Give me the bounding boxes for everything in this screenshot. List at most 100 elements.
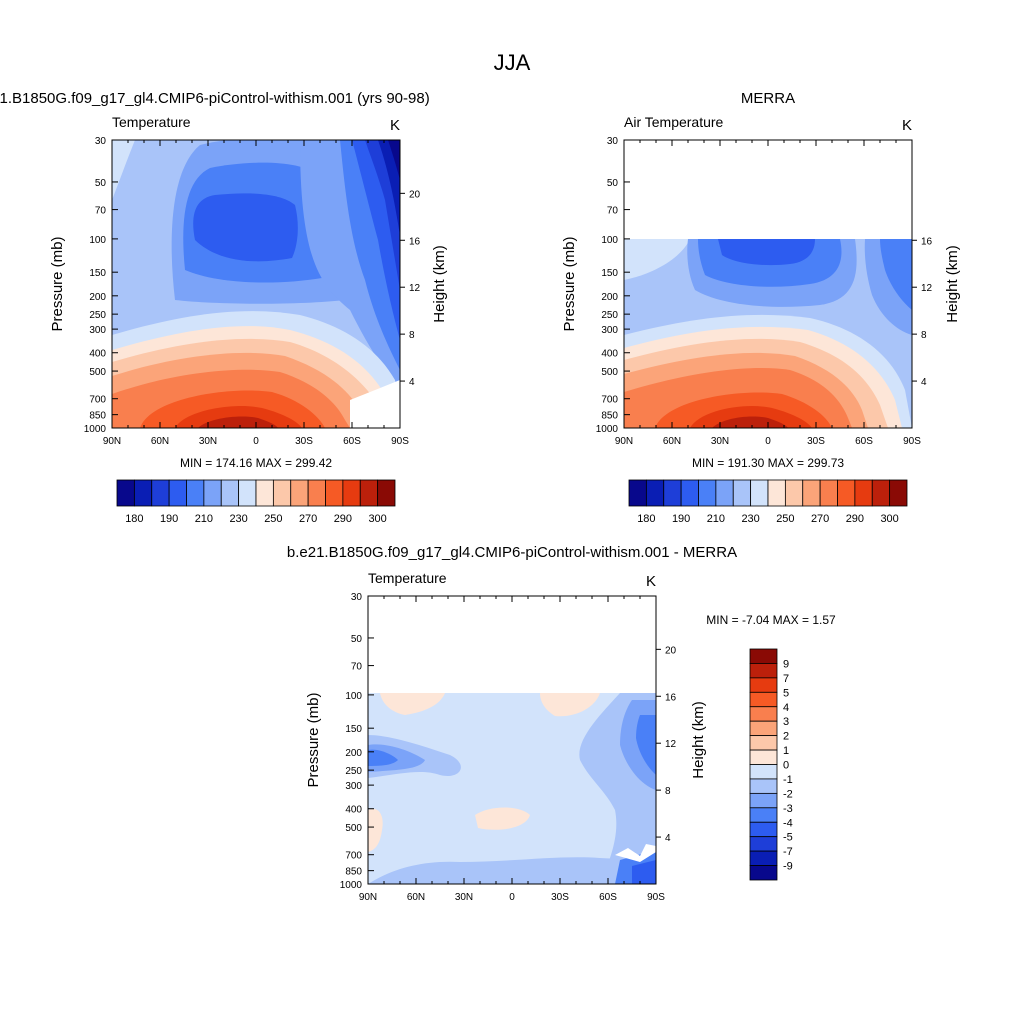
colorbar-swatch — [749, 778, 778, 794]
height-tick-label: 16 — [921, 236, 933, 247]
colorbar-label: -7 — [783, 846, 793, 858]
panel-model-title: b.e21.B1850G.f09_g17_gl4.CMIP6-piControl… — [0, 90, 430, 107]
contour-band — [350, 380, 400, 428]
panel-diff-title: b.e21.B1850G.f09_g17_gl4.CMIP6-piControl… — [287, 544, 737, 561]
contour-band — [388, 140, 400, 180]
colorbar-label: 270 — [299, 513, 317, 525]
colorbar-swatch — [749, 648, 778, 664]
colorbar-swatch — [220, 479, 240, 507]
contour-band — [475, 807, 530, 830]
colorbar-swatch — [325, 479, 344, 507]
panel-model: b.e21.B1850G.f09_g17_gl4.CMIP6-piControl… — [0, 90, 448, 525]
x-tick-label: 30S — [807, 436, 825, 447]
y-tick-label: 1000 — [596, 424, 619, 435]
y-tick-label: 100 — [601, 235, 618, 246]
height-tick-label: 8 — [921, 330, 927, 341]
y-tick-label: 700 — [345, 851, 362, 862]
colorbar-label: -9 — [783, 861, 793, 873]
panel-diff-variable: Temperature — [368, 570, 447, 586]
colorbar-label: 230 — [741, 513, 759, 525]
panel-diff: b.e21.B1850G.f09_g17_gl4.CMIP6-piControl… — [287, 544, 836, 903]
colorbar-swatch — [837, 479, 856, 507]
height-tick-label: 16 — [409, 236, 421, 247]
colorbar-label: 0 — [783, 760, 789, 772]
contour-band — [368, 749, 398, 766]
y-tick-label: 250 — [345, 766, 362, 777]
height-tick-label: 16 — [665, 692, 677, 703]
x-tick-label: 90S — [391, 436, 409, 447]
contour-band — [368, 857, 656, 884]
panel-model-colorbar: 180 190 210 230 250 270 290 300 — [116, 479, 396, 525]
panel-model-ylabel: Pressure (mb) — [49, 236, 66, 331]
colorbar-label: 190 — [672, 513, 690, 525]
colorbar-label: 1 — [783, 745, 789, 757]
colorbar-swatch — [359, 479, 379, 507]
contour-band — [632, 860, 656, 884]
colorbar-swatch — [680, 479, 699, 507]
colorbar-swatch — [784, 479, 804, 507]
x-tick-label: 90N — [359, 892, 377, 903]
height-tick-label: 12 — [665, 739, 677, 750]
colorbar-swatch — [203, 479, 222, 507]
x-tick-label: 0 — [765, 436, 771, 447]
x-tick-label: 90N — [103, 436, 121, 447]
y-tick-label: 850 — [89, 411, 106, 422]
x-tick-label: 60N — [151, 436, 169, 447]
y-tick-label: 500 — [601, 367, 618, 378]
colorbar-swatch — [698, 479, 717, 507]
y-tick-label: 30 — [95, 136, 107, 147]
colorbar-label: 250 — [264, 513, 282, 525]
colorbar-swatch — [290, 479, 309, 507]
panel-diff-ylabel-right: Height (km) — [690, 701, 707, 779]
colorbar-label: -3 — [783, 803, 793, 815]
panel-model-units: K — [390, 117, 400, 134]
colorbar-swatch — [749, 821, 778, 838]
y-tick-label: 850 — [601, 411, 618, 422]
contour-band — [615, 844, 656, 862]
colorbar-label: -2 — [783, 788, 793, 800]
colorbar-swatch — [116, 479, 135, 507]
x-tick-label: 60S — [855, 436, 873, 447]
panel-diff-contours — [368, 693, 656, 884]
colorbar-swatch — [255, 479, 274, 507]
x-tick-label: 30N — [711, 436, 729, 447]
colorbar-swatch — [272, 479, 292, 507]
colorbar-swatch — [663, 479, 682, 507]
panel-merra-colorbar: 180 190 210 230 250 270 290 300 — [628, 479, 908, 525]
colorbar-swatch — [871, 479, 891, 507]
colorbar-swatch — [749, 677, 778, 693]
panel-model-minmax: MIN = 174.16 MAX = 299.42 — [180, 456, 332, 470]
height-tick-label: 12 — [409, 283, 421, 294]
height-tick-label: 8 — [665, 786, 671, 797]
colorbar-label: 5 — [783, 687, 789, 699]
colorbar-swatch — [854, 479, 873, 507]
colorbar-label: 290 — [846, 513, 864, 525]
x-tick-label: 90N — [615, 436, 633, 447]
colorbar-swatch — [749, 691, 778, 708]
colorbar-swatch — [307, 479, 326, 507]
colorbar-label: 7 — [783, 673, 789, 685]
y-tick-label: 700 — [89, 395, 106, 406]
colorbar-swatch — [133, 479, 153, 507]
panel-diff-colorbar: 9 7 5 4 3 2 1 0 -1 -2 -3 -4 -5 -7 -9 — [749, 648, 793, 881]
colorbar-label: 3 — [783, 716, 789, 728]
height-tick-label: 4 — [409, 377, 415, 388]
y-tick-label: 200 — [89, 292, 106, 303]
y-tick-label: 500 — [89, 367, 106, 378]
colorbar-swatch — [749, 865, 778, 881]
y-tick-label: 70 — [607, 206, 619, 217]
x-tick-label: 30N — [455, 892, 473, 903]
y-tick-label: 50 — [607, 178, 619, 189]
y-tick-label: 100 — [345, 691, 362, 702]
y-tick-label: 300 — [89, 325, 106, 336]
panel-diff-ylabel: Pressure (mb) — [305, 692, 322, 787]
panel-merra-minmax: MIN = 191.30 MAX = 299.73 — [692, 456, 844, 470]
colorbar-swatch — [238, 479, 257, 507]
contour-band — [112, 140, 135, 200]
y-tick-label: 70 — [351, 662, 363, 673]
colorbar-label: 270 — [811, 513, 829, 525]
panel-diff-units: K — [646, 573, 656, 590]
x-tick-label: 60S — [599, 892, 617, 903]
x-tick-label: 90S — [647, 892, 665, 903]
